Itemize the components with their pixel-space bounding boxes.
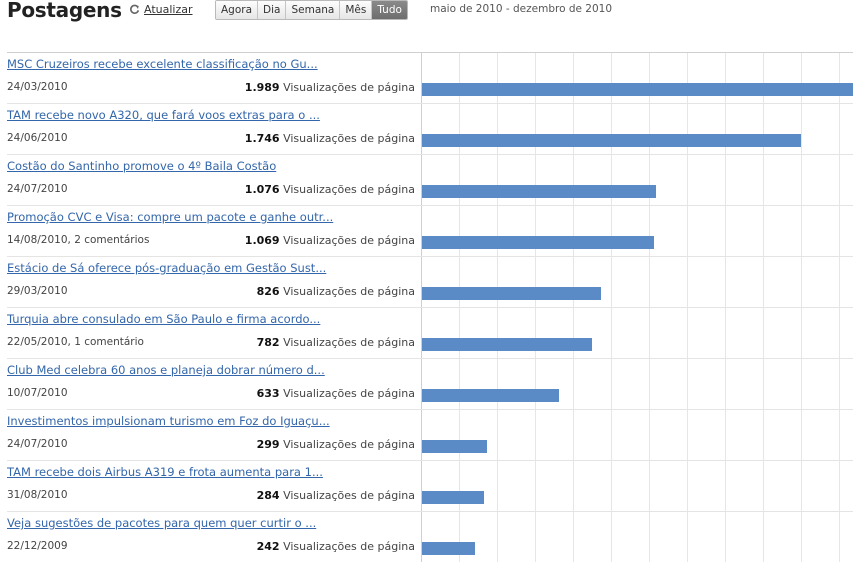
views-bar xyxy=(422,440,487,453)
views-chart-cell xyxy=(421,104,853,154)
views-chart-cell xyxy=(421,155,853,205)
post-views-count: 1.076 xyxy=(244,183,280,196)
views-chart-cell xyxy=(421,512,853,562)
range-button-1[interactable]: Dia xyxy=(258,1,287,19)
post-views: 633 Visualizações de página xyxy=(257,387,415,400)
post-meta: 24/07/2010 xyxy=(7,183,68,195)
post-views: 1.076 Visualizações de página xyxy=(245,183,415,196)
views-bar xyxy=(422,491,484,504)
table-row: Investimentos impulsionam turismo em Foz… xyxy=(7,410,853,461)
views-bar xyxy=(422,236,654,249)
post-views-suffix: Visualizações de página xyxy=(283,285,415,298)
table-row: Veja sugestões de pacotes para quem quer… xyxy=(7,512,853,562)
post-meta: 10/07/2010 xyxy=(7,387,68,399)
post-views: 299 Visualizações de página xyxy=(257,438,415,451)
post-title-link[interactable]: TAM recebe dois Airbus A319 e frota aume… xyxy=(7,465,323,479)
post-views-count: 284 xyxy=(256,489,280,502)
post-views-suffix: Visualizações de página xyxy=(283,387,415,400)
post-views-count: 1.989 xyxy=(244,81,280,94)
post-title-link[interactable]: MSC Cruzeiros recebe excelente classific… xyxy=(7,57,318,71)
post-meta: 22/12/2009 xyxy=(7,540,68,552)
table-row: Estácio de Sá oferece pós-graduação em G… xyxy=(7,257,853,308)
views-bar xyxy=(422,338,592,351)
post-views-suffix: Visualizações de página xyxy=(283,489,415,502)
views-bar xyxy=(422,83,853,96)
page-title: Postagens xyxy=(7,0,122,22)
table-row: Promoção CVC e Visa: compre um pacote e … xyxy=(7,206,853,257)
views-chart-cell xyxy=(421,410,853,460)
table-row: TAM recebe dois Airbus A319 e frota aume… xyxy=(7,461,853,512)
post-views-count: 1.746 xyxy=(244,132,280,145)
refresh-control[interactable]: Atualizar xyxy=(129,3,193,16)
views-chart-cell xyxy=(421,308,853,358)
views-bar xyxy=(422,134,801,147)
views-bar xyxy=(422,185,656,198)
refresh-link[interactable]: Atualizar xyxy=(144,3,193,16)
table-row: Club Med celebra 60 anos e planeja dobra… xyxy=(7,359,853,410)
post-title-link[interactable]: Costão do Santinho promove o 4º Baila Co… xyxy=(7,159,277,173)
range-button-3[interactable]: Mês xyxy=(340,1,373,19)
post-views-count: 782 xyxy=(256,336,280,349)
post-title-link[interactable]: Turquia abre consulado em São Paulo e fi… xyxy=(7,312,321,326)
post-views-suffix: Visualizações de página xyxy=(283,81,415,94)
post-views: 826 Visualizações de página xyxy=(257,285,415,298)
views-chart-cell xyxy=(421,206,853,256)
post-views-suffix: Visualizações de página xyxy=(283,540,415,553)
post-views: 1.746 Visualizações de página xyxy=(245,132,415,145)
post-meta: 22/05/2010, 1 comentário xyxy=(7,336,144,348)
table-row: Turquia abre consulado em São Paulo e fi… xyxy=(7,308,853,359)
post-views: 1.989 Visualizações de página xyxy=(245,81,415,94)
post-meta: 14/08/2010, 2 comentários xyxy=(7,234,150,246)
post-views-suffix: Visualizações de página xyxy=(283,183,415,196)
table-row: MSC Cruzeiros recebe excelente classific… xyxy=(7,53,853,104)
views-chart-cell xyxy=(421,257,853,307)
post-views: 782 Visualizações de página xyxy=(257,336,415,349)
post-views: 1.069 Visualizações de página xyxy=(245,234,415,247)
table-row: TAM recebe novo A320, que fará voos extr… xyxy=(7,104,853,155)
post-views-suffix: Visualizações de página xyxy=(283,336,415,349)
post-views-suffix: Visualizações de página xyxy=(283,234,415,247)
post-title-link[interactable]: Club Med celebra 60 anos e planeja dobra… xyxy=(7,363,325,377)
date-range-label: maio de 2010 - dezembro de 2010 xyxy=(430,3,613,15)
post-title-link[interactable]: Estácio de Sá oferece pós-graduação em G… xyxy=(7,261,327,275)
post-views-count: 1.069 xyxy=(244,234,280,247)
post-title-link[interactable]: Promoção CVC e Visa: compre um pacote e … xyxy=(7,210,334,224)
post-meta: 31/08/2010 xyxy=(7,489,68,501)
views-chart-cell xyxy=(421,461,853,511)
views-bar xyxy=(422,287,601,300)
range-button-0[interactable]: Agora xyxy=(216,1,259,19)
post-views-suffix: Visualizações de página xyxy=(283,438,415,451)
range-button-4[interactable]: Tudo xyxy=(372,1,407,19)
views-chart-cell xyxy=(421,53,853,103)
range-button-2[interactable]: Semana xyxy=(286,1,341,19)
posts-table: MSC Cruzeiros recebe excelente classific… xyxy=(7,52,853,562)
post-views-count: 826 xyxy=(256,285,280,298)
views-chart-cell xyxy=(421,359,853,409)
views-bar xyxy=(422,389,559,402)
post-title-link[interactable]: TAM recebe novo A320, que fará voos extr… xyxy=(7,108,320,122)
refresh-icon[interactable] xyxy=(129,4,140,15)
post-views: 284 Visualizações de página xyxy=(257,489,415,502)
post-views-count: 633 xyxy=(256,387,280,400)
post-views-suffix: Visualizações de página xyxy=(283,132,415,145)
post-views-count: 242 xyxy=(256,540,280,553)
post-views-count: 299 xyxy=(256,438,280,451)
post-views: 242 Visualizações de página xyxy=(257,540,415,553)
views-bar xyxy=(422,542,475,555)
post-title-link[interactable]: Veja sugestões de pacotes para quem quer… xyxy=(7,516,317,530)
table-row: Costão do Santinho promove o 4º Baila Co… xyxy=(7,155,853,206)
post-meta: 24/06/2010 xyxy=(7,132,68,144)
post-meta: 29/03/2010 xyxy=(7,285,68,297)
post-meta: 24/03/2010 xyxy=(7,81,68,93)
time-range-selector: Agora Dia Semana Mês Tudo xyxy=(215,0,408,20)
page-header: Postagens Atualizar Agora Dia Semana Mês Tud… xyxy=(0,0,853,40)
post-meta: 24/07/2010 xyxy=(7,438,68,450)
post-title-link[interactable]: Investimentos impulsionam turismo em Foz… xyxy=(7,414,330,428)
